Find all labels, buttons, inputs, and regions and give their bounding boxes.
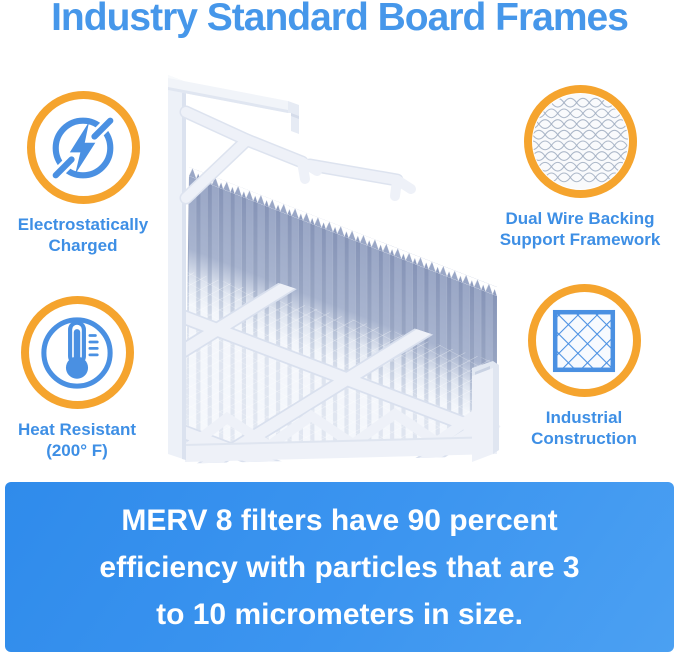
product-photo-air-filter xyxy=(168,75,501,464)
info-band-text-line: MERV 8 filters have 90 percent xyxy=(121,503,558,537)
feature-label: Electrostatically Charged xyxy=(18,214,148,256)
feature-label-line: Construction xyxy=(531,429,637,448)
feature-label: Dual Wire Backing Support Framework xyxy=(500,208,661,250)
cut-channel xyxy=(472,361,499,462)
corner-lattice-arms xyxy=(179,105,416,205)
feature-label: Industrial Construction xyxy=(531,407,637,449)
feature-label-line: Dual Wire Backing xyxy=(505,209,655,228)
info-band-text-line: to 10 micrometers in size. xyxy=(156,597,523,631)
feature-label-line: Electrostatically xyxy=(17,215,149,234)
bottom-rail xyxy=(185,438,497,462)
info-band-text-line: efficiency with particles that are 3 xyxy=(99,550,580,584)
frame-left-bar xyxy=(168,75,186,460)
info-band: MERV 8 filters have 90 percent efficienc… xyxy=(5,482,674,652)
frame-top-bar xyxy=(168,78,299,134)
feature-label-line: (200° F) xyxy=(46,441,108,460)
wire-mesh-icon xyxy=(523,85,637,198)
thermometer-icon xyxy=(20,296,134,409)
feature-industrial-construction: Industrial Construction xyxy=(499,284,669,449)
feature-electrostatically-charged: Electrostatically Charged xyxy=(8,91,158,256)
feature-heat-resistant: Heat Resistant (200° F) xyxy=(2,296,152,461)
lightning-bolt-icon xyxy=(26,91,140,204)
feature-label-line: Heat Resistant xyxy=(17,420,137,439)
feature-label-line: Charged xyxy=(48,236,118,255)
feature-label-line: Industrial xyxy=(545,408,623,427)
pleat-tips xyxy=(189,167,497,296)
feature-dual-wire-backing: Dual Wire Backing Support Framework xyxy=(495,85,665,250)
feature-label: Heat Resistant (200° F) xyxy=(18,419,136,461)
feature-label-line: Support Framework xyxy=(499,230,661,249)
page-title: Industry Standard Board Frames xyxy=(51,0,629,39)
lattice-grid-icon xyxy=(527,284,641,397)
